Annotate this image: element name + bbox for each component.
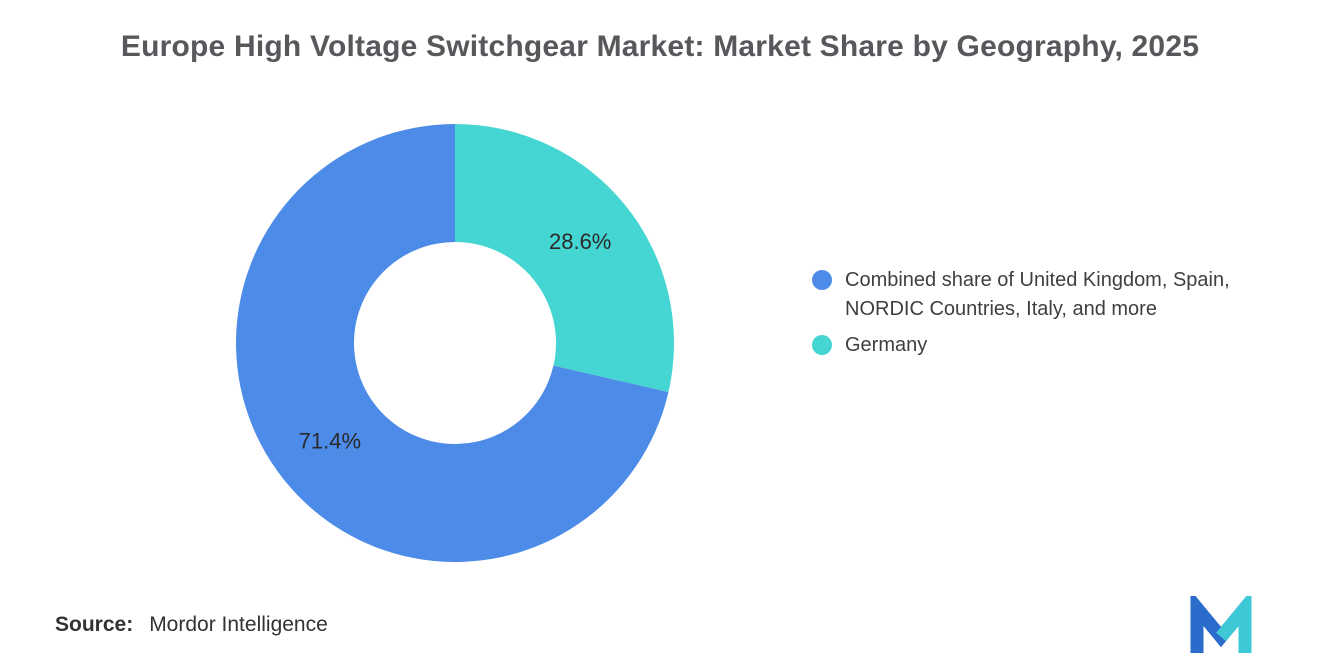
legend-marker-combined bbox=[812, 270, 832, 290]
chart-title: Europe High Voltage Switchgear Market: M… bbox=[120, 30, 1200, 63]
source-line: Source: Mordor Intelligence bbox=[55, 613, 328, 637]
legend-item-combined: Combined share of United Kingdom, Spain,… bbox=[812, 266, 1282, 324]
legend-item-germany: Germany bbox=[812, 331, 1282, 360]
legend-label-combined: Combined share of United Kingdom, Spain,… bbox=[845, 269, 1230, 320]
source-value: Mordor Intelligence bbox=[149, 613, 328, 636]
donut-chart: 28.6% 71.4% bbox=[235, 124, 674, 562]
legend: Combined share of United Kingdom, Spain,… bbox=[812, 266, 1282, 360]
source-label: Source: bbox=[55, 613, 134, 636]
pie-slice-0 bbox=[455, 124, 674, 393]
pie-slice-1 bbox=[235, 124, 669, 562]
legend-label-germany: Germany bbox=[845, 334, 928, 356]
logo-right-stroke bbox=[1215, 596, 1252, 653]
slice-label-1: 71.4% bbox=[299, 428, 361, 453]
slice-label-0: 28.6% bbox=[549, 229, 611, 254]
mordor-intelligence-logo bbox=[1190, 596, 1252, 653]
legend-marker-germany bbox=[812, 335, 832, 355]
